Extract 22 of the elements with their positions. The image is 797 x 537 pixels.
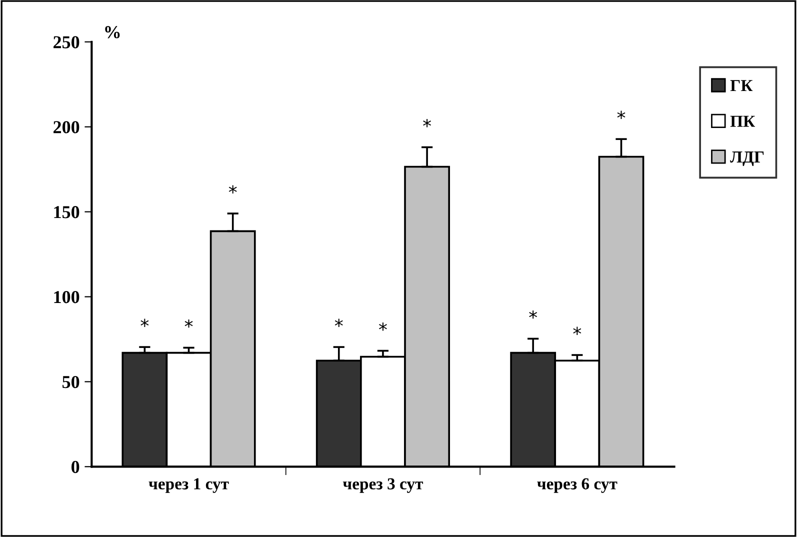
data-label: * xyxy=(529,310,538,319)
y-tick-label: 50 xyxy=(62,376,80,388)
y-tick-label: 150 xyxy=(54,206,80,218)
data-label: * xyxy=(378,322,387,331)
y-axis-title: % xyxy=(105,26,120,38)
y-tick-label: 250 xyxy=(54,36,80,48)
data-label: * xyxy=(423,118,432,128)
data-label: * xyxy=(184,319,193,328)
legend-label: ПК xyxy=(730,116,755,127)
y-tick-label: 100 xyxy=(54,291,80,304)
x-tick-label: через 3 сут xyxy=(342,478,424,493)
data-label: * xyxy=(140,318,149,328)
data-label: * xyxy=(573,326,582,335)
legend-label: ЛДГ xyxy=(730,152,764,166)
y-tick-label: 0 xyxy=(72,460,80,474)
x-tick-label: через 1 сут xyxy=(148,478,229,493)
x-tick-label: через 6 сут xyxy=(537,478,618,493)
data-label: * xyxy=(228,185,237,194)
y-tick-label: 200 xyxy=(54,121,80,134)
data-label: * xyxy=(334,318,343,328)
legend-label: ГК xyxy=(730,80,753,92)
data-label: * xyxy=(617,110,626,120)
